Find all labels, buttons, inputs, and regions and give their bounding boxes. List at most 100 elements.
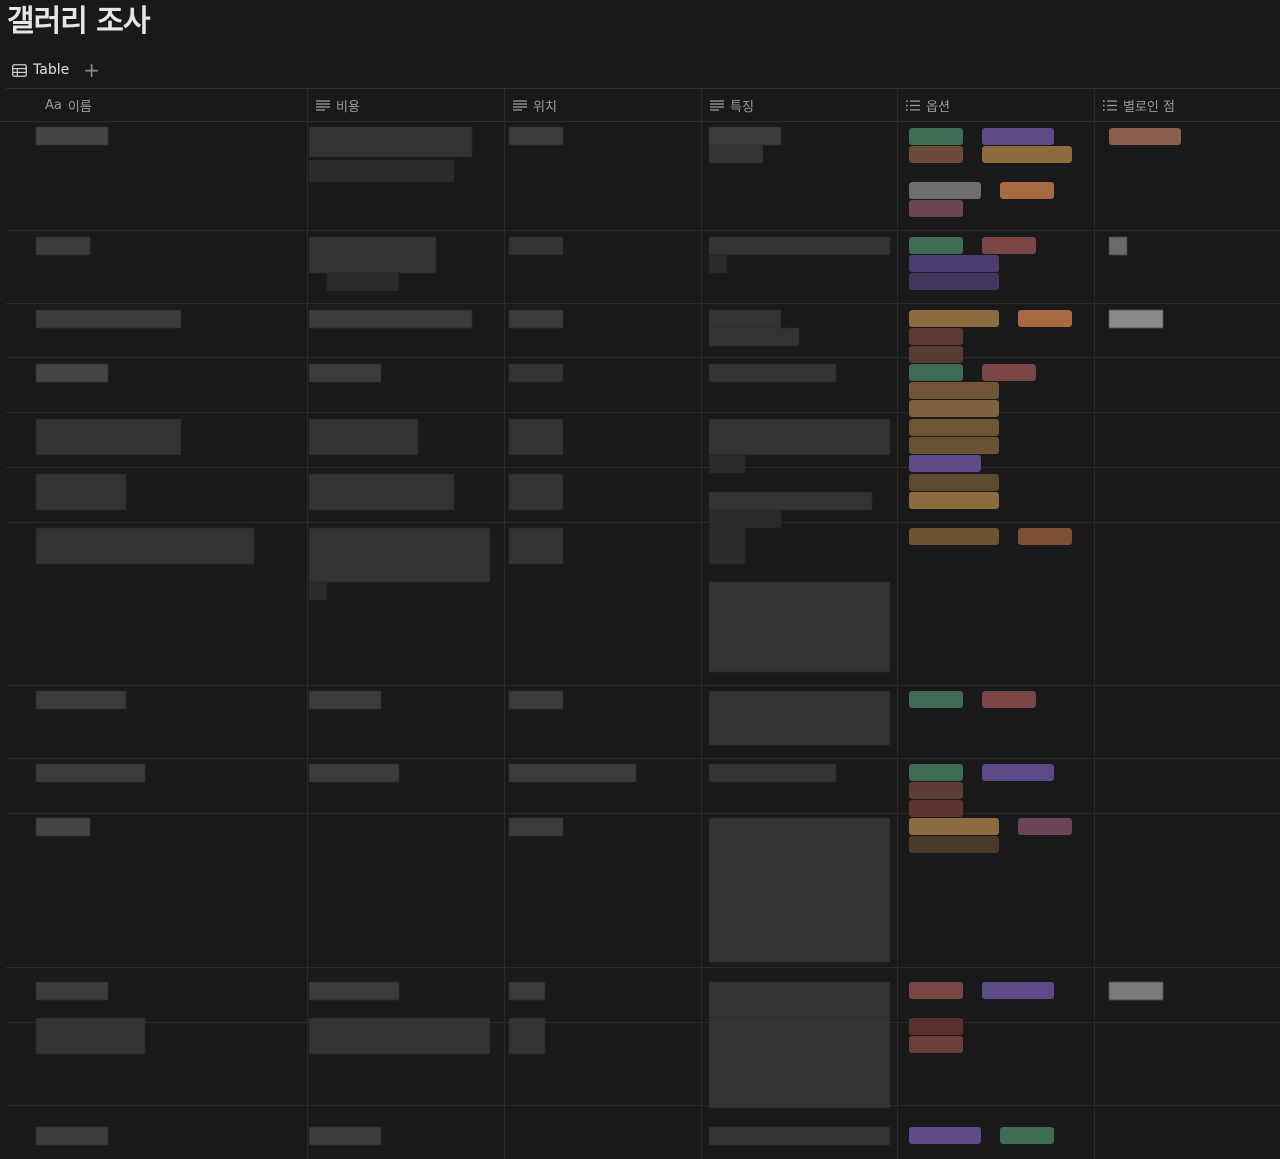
option-tag[interactable] bbox=[1000, 1127, 1054, 1144]
list-icon bbox=[1103, 99, 1117, 111]
row-divider bbox=[6, 685, 1280, 686]
option-tag[interactable] bbox=[982, 128, 1054, 145]
cost-cell bbox=[309, 127, 472, 157]
name-cell bbox=[36, 310, 181, 328]
column-header-option[interactable]: 옵션 bbox=[897, 89, 1093, 121]
option-tag[interactable] bbox=[909, 237, 963, 254]
downside-cell bbox=[1109, 310, 1163, 328]
text-lines-icon bbox=[710, 99, 724, 111]
option-tag[interactable] bbox=[1018, 818, 1072, 835]
table-header: Aa 이름 비용 위치 특징 옵션 bbox=[0, 89, 1280, 122]
row-divider bbox=[6, 412, 1280, 413]
row-divider bbox=[6, 522, 1280, 523]
option-tag[interactable] bbox=[1000, 182, 1054, 199]
option-tag[interactable] bbox=[1109, 128, 1181, 145]
column-header-cost[interactable]: 비용 bbox=[307, 89, 503, 121]
feature-cell bbox=[709, 818, 890, 962]
column-header-downside[interactable]: 별로인 점 bbox=[1094, 89, 1280, 121]
option-tag[interactable] bbox=[909, 528, 999, 545]
column-header-location[interactable]: 위치 bbox=[504, 89, 700, 121]
option-tag[interactable] bbox=[909, 691, 963, 708]
column-header-label: 비용 bbox=[336, 99, 360, 115]
option-tag[interactable] bbox=[909, 364, 963, 381]
option-tag[interactable] bbox=[982, 982, 1054, 999]
feature-cell bbox=[709, 127, 781, 145]
option-tag[interactable] bbox=[982, 237, 1036, 254]
location-cell bbox=[509, 818, 563, 836]
option-tag[interactable] bbox=[1018, 310, 1072, 327]
feature-cell bbox=[709, 310, 781, 328]
option-tag[interactable] bbox=[909, 836, 999, 853]
feature-cell bbox=[709, 982, 890, 1018]
option-tag[interactable] bbox=[909, 400, 999, 417]
option-tag[interactable] bbox=[982, 691, 1036, 708]
name-cell bbox=[36, 982, 108, 1000]
column-header-label: 위치 bbox=[533, 99, 557, 115]
name-cell bbox=[36, 528, 254, 564]
cost-cell bbox=[309, 474, 454, 510]
option-tag[interactable] bbox=[982, 764, 1054, 781]
option-tag[interactable] bbox=[909, 982, 963, 999]
row-divider bbox=[6, 467, 1280, 468]
cost-cell bbox=[309, 419, 418, 455]
option-tag[interactable] bbox=[909, 764, 963, 781]
column-header-feature[interactable]: 특징 bbox=[701, 89, 897, 121]
name-cell bbox=[36, 764, 145, 782]
feature-cell bbox=[709, 237, 890, 255]
option-tag[interactable] bbox=[909, 1127, 981, 1144]
option-tag[interactable] bbox=[909, 437, 999, 454]
column-header-name[interactable]: Aa 이름 bbox=[36, 89, 306, 121]
cost-cell bbox=[309, 982, 399, 1000]
feature-cell bbox=[709, 691, 890, 745]
name-cell bbox=[36, 818, 90, 836]
option-tag[interactable] bbox=[909, 1036, 963, 1053]
location-cell bbox=[509, 310, 563, 328]
column-header-label: 별로인 점 bbox=[1123, 99, 1175, 115]
feature-cell bbox=[709, 1018, 890, 1108]
row-divider bbox=[6, 758, 1280, 759]
option-tag[interactable] bbox=[909, 419, 999, 436]
cost-cell bbox=[327, 273, 399, 291]
option-tag[interactable] bbox=[909, 328, 963, 345]
cost-cell bbox=[309, 691, 381, 709]
cost-cell bbox=[309, 582, 327, 600]
add-view-button[interactable]: + bbox=[83, 58, 100, 82]
feature-cell bbox=[709, 455, 745, 473]
row-divider bbox=[6, 357, 1280, 358]
option-tag[interactable] bbox=[909, 800, 963, 817]
option-tag[interactable] bbox=[909, 146, 963, 163]
cost-cell bbox=[309, 237, 436, 273]
option-tag[interactable] bbox=[909, 455, 981, 472]
tab-table-view[interactable]: Table bbox=[6, 60, 75, 80]
option-tag[interactable] bbox=[909, 1018, 963, 1035]
option-tag[interactable] bbox=[909, 128, 963, 145]
option-tag[interactable] bbox=[909, 782, 963, 799]
location-cell bbox=[509, 419, 563, 455]
name-cell bbox=[36, 127, 108, 145]
option-tag[interactable] bbox=[909, 273, 999, 290]
option-tag[interactable] bbox=[909, 255, 999, 272]
cost-cell bbox=[309, 310, 472, 328]
row-divider bbox=[6, 1022, 1280, 1023]
option-tag[interactable] bbox=[982, 364, 1036, 381]
option-tag[interactable] bbox=[909, 200, 963, 217]
option-tag[interactable] bbox=[982, 146, 1072, 163]
cost-cell bbox=[309, 1127, 381, 1145]
option-tag[interactable] bbox=[1018, 528, 1072, 545]
option-tag[interactable] bbox=[909, 818, 999, 835]
option-tag[interactable] bbox=[909, 310, 999, 327]
option-tag[interactable] bbox=[909, 346, 963, 363]
option-tag[interactable] bbox=[909, 474, 999, 491]
option-tag[interactable] bbox=[909, 382, 999, 399]
name-cell bbox=[36, 1127, 108, 1145]
feature-cell bbox=[709, 528, 745, 564]
downside-cell bbox=[1109, 237, 1127, 255]
tab-table-label: Table bbox=[33, 62, 70, 78]
divider bbox=[6, 88, 1280, 89]
text-lines-icon bbox=[513, 99, 527, 111]
location-cell bbox=[509, 474, 563, 510]
option-tag[interactable] bbox=[909, 182, 981, 199]
column-header-label: 옵션 bbox=[926, 99, 950, 115]
option-tag[interactable] bbox=[909, 492, 999, 509]
